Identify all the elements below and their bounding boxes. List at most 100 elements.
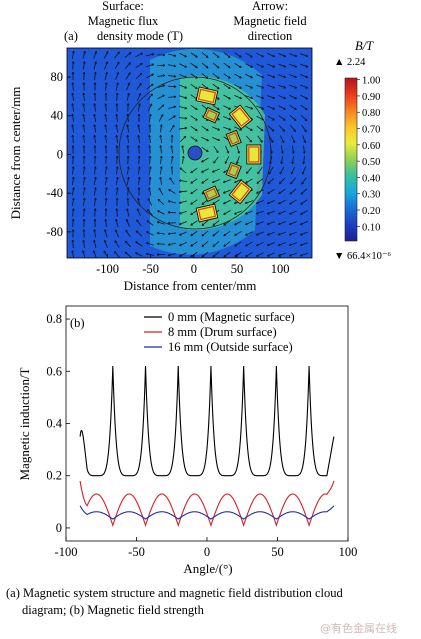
field-arrow	[212, 220, 220, 226]
field-arrow	[201, 83, 209, 90]
field-arrow-head	[281, 140, 285, 143]
field-arrow	[158, 187, 164, 196]
field-arrow	[256, 84, 264, 89]
field-arrow-head	[104, 134, 108, 138]
field-arrow-head	[245, 212, 248, 215]
field-arrow-head	[82, 71, 86, 75]
field-arrow-head	[93, 124, 96, 127]
field-arrow-head	[116, 72, 120, 75]
field-arrow	[234, 220, 242, 226]
field-arrow	[169, 177, 175, 185]
field-arrow-head	[245, 233, 248, 236]
field-arrow	[234, 178, 242, 184]
field-arrow	[116, 166, 118, 175]
field-arrow-head	[171, 155, 174, 159]
field-arrow	[256, 115, 264, 121]
field-arrow-head	[173, 95, 177, 99]
field-arrow-head	[137, 187, 141, 190]
field-arrow	[190, 73, 198, 79]
field-arrow-head	[302, 151, 306, 154]
field-arrow-head	[178, 201, 182, 204]
field-arrow-head	[135, 230, 139, 233]
field-arrow-head	[299, 243, 303, 247]
field-arrow	[223, 94, 231, 100]
field-arrow	[82, 239, 86, 249]
field-arrow-head	[283, 86, 287, 89]
field-arrow	[267, 210, 275, 215]
field-arrow-head	[71, 92, 75, 96]
field-arrow-head	[227, 55, 231, 58]
legend-label: 0 mm (Magnetic surface)	[168, 310, 295, 324]
field-arrow-head	[126, 155, 130, 159]
field-arrow-head	[178, 211, 182, 215]
caption-line-2: diagram; (b) Magnetic field strength	[22, 603, 204, 617]
field-arrow	[223, 241, 231, 247]
field-arrow-head	[288, 254, 292, 257]
field-arrow	[116, 187, 118, 196]
field-arrow	[137, 93, 141, 101]
field-arrow-head	[149, 113, 152, 117]
field-arrow-head	[116, 61, 120, 65]
field-arrow-head	[283, 96, 286, 100]
field-arrow-head	[126, 134, 130, 138]
field-arrow	[94, 103, 96, 112]
field-arrow-head	[104, 103, 108, 106]
field-arrow-head	[261, 75, 264, 79]
field-arrow	[267, 242, 275, 246]
field-arrow	[136, 83, 142, 90]
field-arrow	[179, 84, 187, 89]
field-arrow-head	[71, 124, 75, 127]
field-arrow	[168, 53, 176, 57]
field-arrow	[160, 155, 162, 165]
field-arrow	[300, 242, 308, 246]
field-arrow-head	[167, 232, 171, 236]
field-arrow	[290, 135, 296, 143]
field-arrow	[126, 208, 130, 217]
field-arrow	[114, 251, 120, 258]
field-arrow-head	[299, 253, 303, 257]
field-arrow-head	[146, 231, 149, 234]
field-arrow-head	[173, 105, 177, 109]
field-arrow-head	[137, 124, 141, 127]
field-arrow-head	[125, 219, 129, 222]
field-arrow	[212, 251, 220, 258]
plot-b-xtick-label: -100	[55, 545, 78, 559]
field-arrow	[93, 176, 97, 186]
field-arrow-head	[304, 129, 307, 133]
field-arrow-head	[71, 176, 75, 180]
magnet-body	[225, 161, 242, 180]
field-arrow	[168, 242, 176, 246]
field-arrow	[72, 124, 74, 133]
field-arrow-head	[301, 182, 304, 185]
field-arrow	[157, 84, 165, 89]
field-arrow	[302, 135, 306, 143]
magnet-edge	[227, 164, 240, 177]
field-arrow-head	[115, 113, 119, 117]
field-arrow-head	[116, 82, 119, 85]
field-arrow-head	[93, 239, 96, 243]
field-arrow-head	[147, 209, 150, 212]
field-arrow	[93, 51, 97, 59]
field-arrow	[301, 125, 307, 132]
colorbar-tick-label: 0.20	[362, 206, 380, 217]
field-arrow	[289, 221, 297, 225]
plot-b-xtick-label: 50	[271, 545, 284, 559]
field-arrow-head	[156, 221, 160, 224]
colorbar-ticks: 1.00 0.90 0.80 0.70 0.60 0.50 0.40 0.30 0.20 0.10	[357, 76, 380, 233]
field-arrow-head	[272, 107, 275, 110]
field-arrow-head	[157, 198, 161, 202]
field-arrow-head	[72, 187, 75, 190]
field-arrow-head	[239, 86, 242, 89]
field-arrow	[223, 126, 231, 131]
field-arrow-head	[82, 250, 85, 253]
field-arrow	[234, 251, 242, 258]
field-arrow-head	[82, 82, 86, 85]
field-arrow-head	[244, 201, 248, 205]
field-arrow-head	[94, 176, 97, 180]
field-arrow	[290, 166, 296, 175]
field-arrow	[138, 124, 140, 133]
field-arrow	[178, 127, 188, 130]
field-arrow-head	[173, 85, 177, 88]
field-arrow-head	[223, 201, 226, 205]
plot-a-xtick-label: -100	[96, 262, 119, 276]
